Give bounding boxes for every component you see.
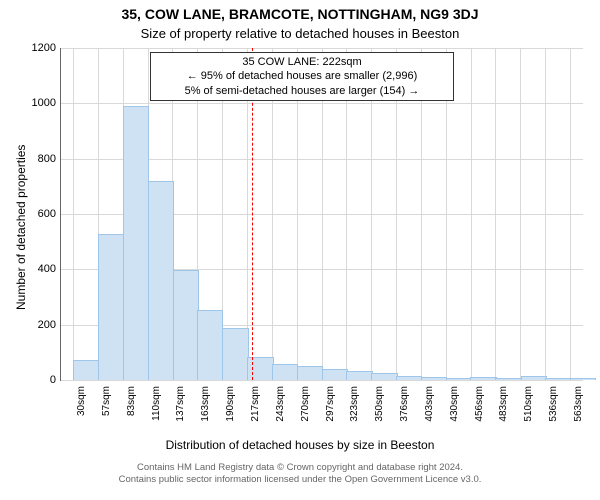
x-axis-label: Distribution of detached houses by size …	[0, 438, 600, 452]
x-tick-label: 30sqm	[76, 386, 87, 416]
x-tick-label: 83sqm	[126, 386, 137, 416]
histogram-bar	[570, 378, 596, 380]
gridline-h	[61, 380, 583, 381]
x-tick-label: 323sqm	[349, 386, 360, 422]
x-tick-label: 510sqm	[523, 386, 534, 422]
chart-subtitle: Size of property relative to detached ho…	[0, 26, 600, 41]
gridline-v	[495, 48, 496, 380]
histogram-bar	[495, 378, 521, 380]
histogram-bar	[446, 378, 472, 380]
y-tick-label: 800	[22, 153, 56, 165]
x-tick-label: 376sqm	[399, 386, 410, 422]
gridline-v	[73, 48, 74, 380]
gridline-v	[545, 48, 546, 380]
x-tick-label: 563sqm	[573, 386, 584, 422]
x-tick-label: 350sqm	[374, 386, 385, 422]
x-tick-label: 483sqm	[498, 386, 509, 422]
gridline-v	[570, 48, 571, 380]
x-tick-label: 403sqm	[424, 386, 435, 422]
y-tick-label: 1000	[22, 97, 56, 109]
attribution: Contains HM Land Registry data © Crown c…	[0, 462, 600, 487]
chart-container: 35, COW LANE, BRAMCOTE, NOTTINGHAM, NG9 …	[0, 0, 600, 500]
annotation-line-2: ← 95% of detached houses are smaller (2,…	[157, 69, 447, 83]
gridline-v	[520, 48, 521, 380]
histogram-bar	[173, 270, 199, 380]
histogram-bar	[222, 328, 248, 380]
x-tick-label: 243sqm	[275, 386, 286, 422]
histogram-bar	[346, 371, 372, 380]
histogram-bar	[470, 377, 496, 380]
x-tick-label: 217sqm	[250, 386, 261, 422]
histogram-bar	[73, 360, 99, 380]
annotation-line-3: 5% of semi-detached houses are larger (1…	[157, 84, 447, 98]
attribution-line-2: Contains public sector information licen…	[0, 474, 600, 486]
annotation-line-1: 35 COW LANE: 222sqm	[157, 55, 447, 69]
x-tick-label: 190sqm	[225, 386, 236, 422]
x-tick-label: 270sqm	[300, 386, 311, 422]
y-tick-label: 400	[22, 263, 56, 275]
histogram-bar	[98, 234, 124, 380]
x-tick-label: 536sqm	[548, 386, 559, 422]
chart-title: 35, COW LANE, BRAMCOTE, NOTTINGHAM, NG9 …	[0, 6, 600, 22]
x-tick-label: 430sqm	[449, 386, 460, 422]
histogram-bar	[421, 377, 447, 380]
x-tick-label: 57sqm	[101, 386, 112, 416]
y-tick-label: 1200	[22, 42, 56, 54]
histogram-bar	[272, 364, 298, 380]
histogram-bar	[123, 106, 149, 380]
x-tick-label: 456sqm	[474, 386, 485, 422]
x-tick-label: 297sqm	[325, 386, 336, 422]
histogram-bar	[545, 378, 571, 380]
histogram-bar	[197, 310, 223, 380]
x-tick-label: 137sqm	[175, 386, 186, 422]
histogram-bar	[396, 376, 422, 380]
y-tick-label: 0	[22, 374, 56, 386]
histogram-bar	[148, 181, 174, 380]
histogram-bar	[297, 366, 323, 380]
x-tick-label: 110sqm	[151, 386, 162, 421]
y-axis-label: Number of detached properties	[14, 145, 28, 310]
gridline-v	[471, 48, 472, 380]
annotation-box: 35 COW LANE: 222sqm ← 95% of detached ho…	[150, 52, 454, 101]
histogram-bar	[322, 369, 348, 380]
y-tick-label: 200	[22, 319, 56, 331]
histogram-bar	[371, 373, 397, 380]
histogram-bar	[521, 376, 547, 380]
x-tick-label: 163sqm	[200, 386, 211, 422]
y-tick-label: 600	[22, 208, 56, 220]
attribution-line-1: Contains HM Land Registry data © Crown c…	[0, 462, 600, 474]
